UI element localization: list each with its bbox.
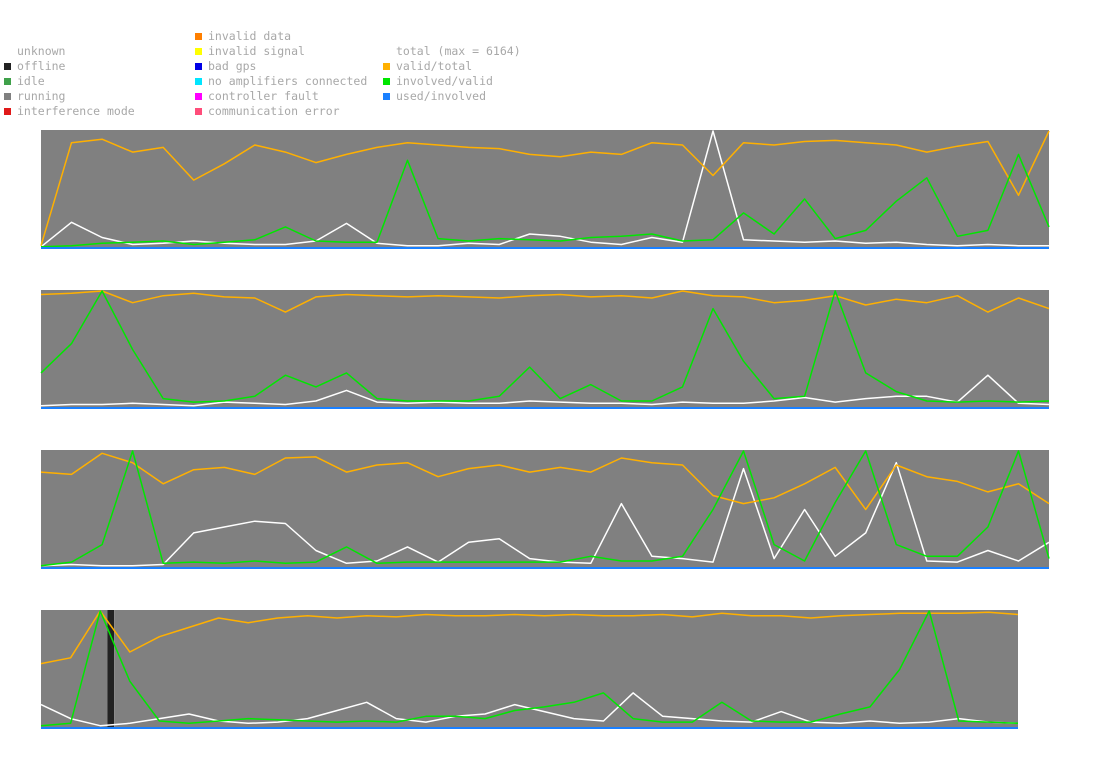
legend-label: invalid signal (208, 44, 305, 58)
series-involved-valid-line (40, 610, 1019, 727)
legend-label: used/involved (396, 89, 487, 103)
legend-swatch (195, 63, 202, 70)
legend-label: invalid data (208, 29, 292, 43)
legend-label: involved/valid (396, 74, 493, 88)
legend-label: valid/total (396, 59, 473, 73)
state-band-running (41, 130, 1049, 249)
series-involved-valid-line (40, 290, 1050, 403)
legend-swatch (383, 63, 390, 70)
series-valid-total-line (40, 130, 1050, 246)
chart-panel-1 (40, 130, 1050, 249)
legend-swatch (195, 48, 202, 55)
chart-panel-3 (40, 450, 1050, 569)
legend-label: bad gps (208, 59, 257, 73)
chart-legend: unknown offline idle running interferenc… (0, 0, 1095, 125)
legend-label: unknown (17, 44, 66, 58)
legend-label: no amplifiers connected (208, 74, 368, 88)
legend-swatch (4, 108, 11, 115)
series-total-line (40, 374, 1050, 407)
legend-label: controller fault (208, 89, 319, 103)
series-valid-total-line (40, 452, 1050, 511)
series-total-line (40, 130, 1049, 248)
legend-label: running (17, 89, 66, 103)
legend-swatch (195, 33, 202, 40)
state-band-running (114, 610, 1019, 729)
series-valid-total-line (40, 290, 1050, 313)
series-valid-total-line (40, 610, 1019, 665)
legend-swatch (4, 78, 11, 85)
legend-label: interference mode (17, 104, 135, 118)
legend-label: idle (17, 74, 45, 88)
chart-panel-4 (40, 610, 1019, 729)
legend-swatch (195, 93, 202, 100)
legend-swatch (383, 78, 390, 85)
legend-swatch (4, 63, 11, 70)
legend-label: communication error (208, 104, 340, 118)
chart-panel-2 (40, 290, 1050, 409)
series-involved-valid-line (40, 153, 1050, 248)
legend-swatch (4, 93, 11, 100)
legend-swatch (195, 108, 202, 115)
legend-swatch (195, 78, 202, 85)
series-involved-valid-line (40, 450, 1050, 567)
state-band-offline (107, 610, 115, 729)
legend-label: total (max = 6164) (396, 44, 521, 58)
state-band-running (41, 290, 1049, 409)
legend-swatch (383, 93, 390, 100)
legend-label: offline (17, 59, 66, 73)
